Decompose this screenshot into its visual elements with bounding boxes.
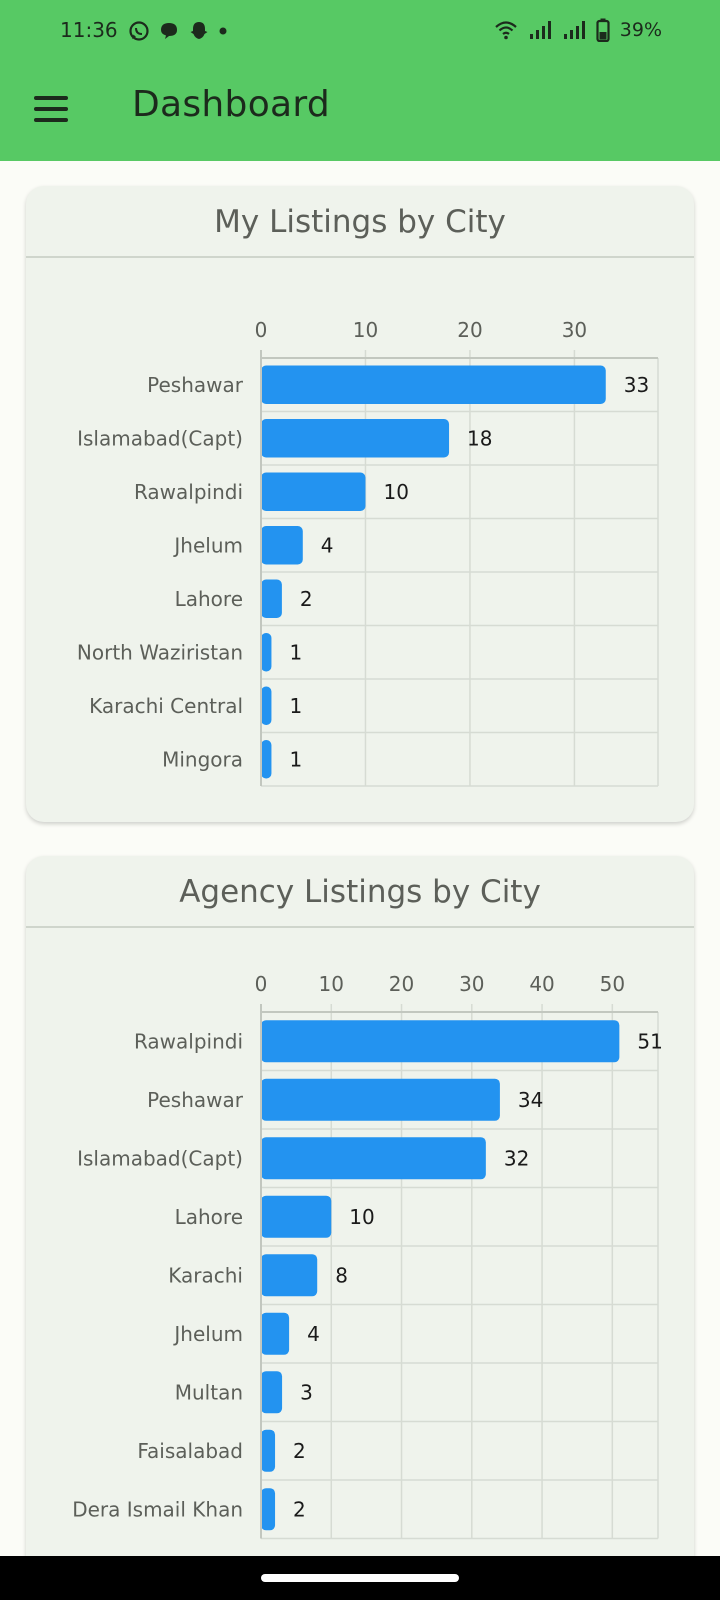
y-category-label: Dera Ismail Khan xyxy=(72,1497,243,1521)
top-app-area: 11:36 xyxy=(0,0,720,161)
data-label: 18 xyxy=(467,426,492,450)
bar xyxy=(261,1020,620,1063)
x-tick-label: 20 xyxy=(389,972,414,996)
bar xyxy=(261,1137,486,1180)
x-tick-label: 20 xyxy=(457,318,482,342)
bar xyxy=(261,365,606,405)
data-label: 2 xyxy=(300,587,313,611)
bar xyxy=(261,472,366,512)
dot-icon xyxy=(219,27,227,35)
status-bar: 11:36 xyxy=(0,0,720,62)
x-tick-label: 30 xyxy=(459,972,484,996)
bar xyxy=(261,1371,283,1414)
y-category-label: Mingora xyxy=(162,747,243,771)
y-category-label: Islamabad(Capt) xyxy=(77,426,243,450)
y-category-label: Rawalpindi xyxy=(134,480,243,504)
page-title: Dashboard xyxy=(132,84,331,125)
bar xyxy=(261,686,272,726)
chat-icon xyxy=(161,23,177,39)
data-label: 8 xyxy=(335,1263,348,1287)
x-tick-label: 0 xyxy=(255,972,268,996)
notification-icons xyxy=(128,20,228,42)
bar xyxy=(261,739,272,779)
x-tick-label: 0 xyxy=(255,318,268,342)
y-category-label: Lahore xyxy=(175,587,243,611)
chart-title: My Listings by City xyxy=(26,186,694,258)
home-gesture-pill[interactable] xyxy=(261,1574,459,1582)
whatsapp-icon xyxy=(129,21,149,41)
y-category-label: Peshawar xyxy=(147,1088,244,1112)
navigation-bar xyxy=(0,1556,720,1600)
battery-percentage: 39% xyxy=(619,19,662,41)
signal-icon xyxy=(529,21,551,39)
bar xyxy=(261,418,450,458)
data-label: 4 xyxy=(307,1322,320,1346)
bar xyxy=(261,525,303,565)
bar xyxy=(261,1195,332,1238)
y-category-label: Karachi Central xyxy=(89,694,243,718)
bar xyxy=(261,632,272,672)
bar xyxy=(261,1429,276,1472)
y-category-label: Jhelum xyxy=(172,1322,243,1346)
data-label: 51 xyxy=(637,1029,662,1053)
y-category-label: Karachi xyxy=(168,1263,243,1287)
y-category-label: Jhelum xyxy=(172,533,243,557)
bar xyxy=(261,579,282,619)
x-tick-label: 10 xyxy=(319,972,344,996)
y-category-label: Rawalpindi xyxy=(134,1029,243,1053)
bar xyxy=(261,1488,276,1531)
data-label: 3 xyxy=(300,1380,313,1404)
system-status-icons: 39% xyxy=(494,18,662,42)
hamburger-menu-icon[interactable] xyxy=(34,96,68,122)
x-tick-label: 10 xyxy=(353,318,378,342)
y-category-label: North Waziristan xyxy=(77,640,243,664)
app-bar: Dashboard xyxy=(0,62,720,161)
my-listings-card: My Listings by City 0 10 20 30 Peshawar 33 Isl… xyxy=(26,186,694,822)
y-category-label: Multan xyxy=(175,1380,243,1404)
chart-title: Agency Listings by City xyxy=(26,856,694,928)
data-label: 2 xyxy=(293,1439,306,1463)
battery-icon xyxy=(596,18,610,42)
data-label: 4 xyxy=(321,533,334,557)
my-listings-chart: 0 10 20 30 Peshawar 33 Islamabad(Capt) 18 Rawalp… xyxy=(77,318,659,787)
data-label: 32 xyxy=(504,1146,529,1170)
agency-listings-card: Agency Listings by City 0 10 20 30 40 50 Rawal… xyxy=(26,856,694,1576)
data-label: 1 xyxy=(289,694,302,718)
x-tick-label: 40 xyxy=(529,972,554,996)
signal-icon xyxy=(563,21,585,39)
data-label: 33 xyxy=(624,373,649,397)
y-category-label: Peshawar xyxy=(147,373,244,397)
bar xyxy=(261,1078,500,1121)
data-label: 10 xyxy=(383,480,408,504)
x-tick-label: 30 xyxy=(562,318,587,342)
wifi-icon xyxy=(495,21,517,40)
bar xyxy=(261,1312,290,1355)
bar xyxy=(261,1254,318,1297)
snapchat-icon xyxy=(190,22,208,39)
y-category-label: Lahore xyxy=(175,1205,243,1229)
y-category-label: Faisalabad xyxy=(137,1439,243,1463)
data-label: 1 xyxy=(289,640,302,664)
y-category-label: Islamabad(Capt) xyxy=(77,1146,243,1170)
data-label: 34 xyxy=(518,1088,543,1112)
data-label: 2 xyxy=(293,1497,306,1521)
data-label: 10 xyxy=(349,1205,374,1229)
status-time: 11:36 xyxy=(60,18,118,42)
data-label: 1 xyxy=(289,747,302,771)
x-tick-label: 50 xyxy=(600,972,625,996)
